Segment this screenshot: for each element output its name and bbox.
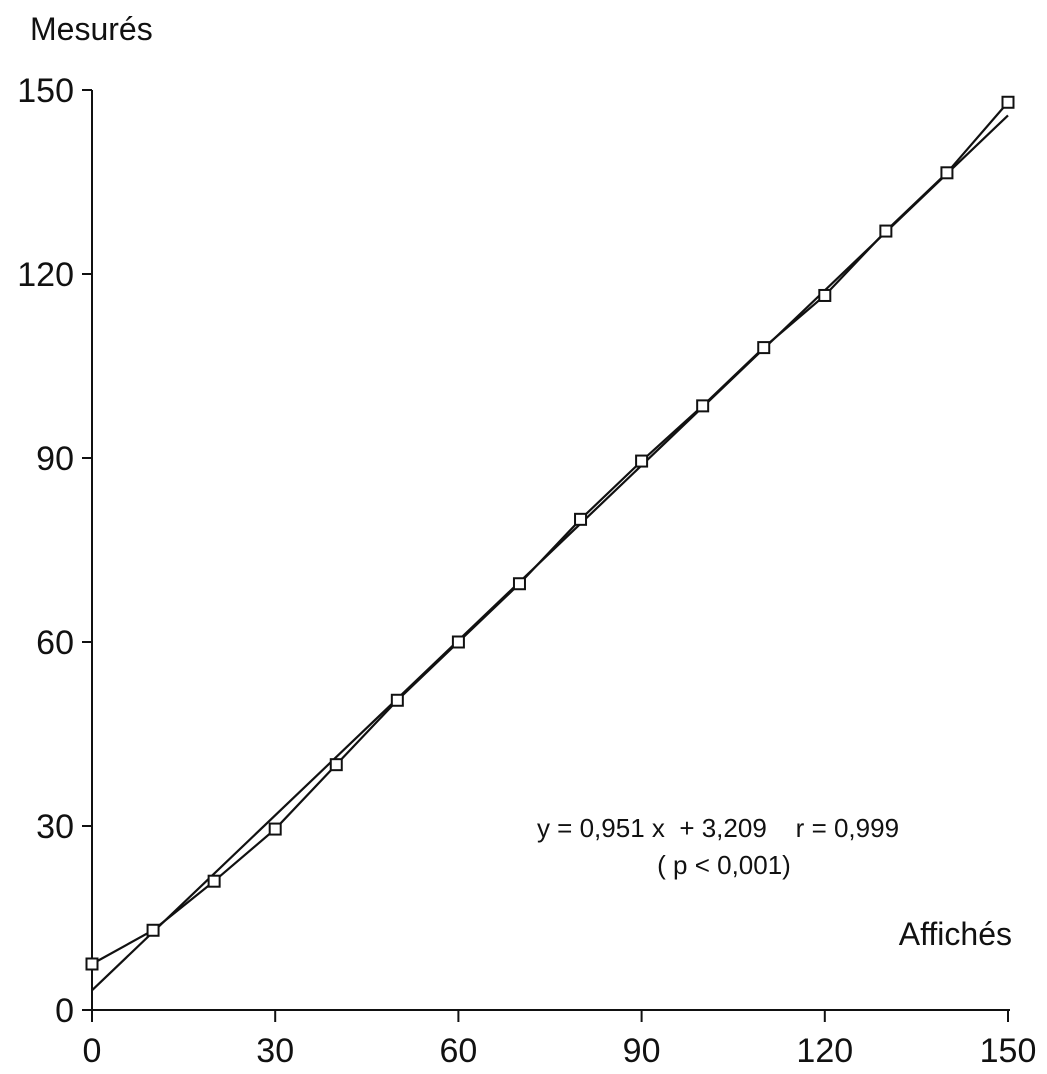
series-line bbox=[91, 101, 1009, 965]
y-tick-label: 30 bbox=[36, 808, 74, 846]
x-tick-label: 120 bbox=[796, 1032, 853, 1070]
y-axis-label: Mesurés bbox=[30, 11, 153, 47]
y-tick-label: 120 bbox=[17, 256, 74, 294]
data-point-marker bbox=[818, 288, 832, 302]
data-point-marker bbox=[85, 957, 99, 971]
data-point-marker bbox=[940, 166, 954, 180]
data-point-marker bbox=[207, 874, 221, 888]
data-point-marker bbox=[1001, 95, 1015, 109]
data-point-marker bbox=[268, 822, 282, 836]
data-point-marker bbox=[146, 923, 160, 937]
data-point-marker bbox=[329, 758, 343, 772]
y-tick-label: 150 bbox=[17, 72, 74, 110]
data-point-marker bbox=[635, 454, 649, 468]
data-point-marker bbox=[574, 512, 588, 526]
x-tick-label: 30 bbox=[256, 1032, 294, 1070]
y-tick-label: 90 bbox=[36, 440, 74, 478]
x-tick-label: 150 bbox=[980, 1032, 1037, 1070]
x-tick-label: 0 bbox=[83, 1032, 102, 1070]
regression-equation: y = 0,951 x + 3,209 r = 0,999 bbox=[537, 813, 899, 843]
x-tick-label: 60 bbox=[439, 1032, 477, 1070]
data-point-marker bbox=[879, 224, 893, 238]
data-point-marker bbox=[390, 693, 404, 707]
y-tick-label: 0 bbox=[55, 992, 74, 1030]
data-point-marker bbox=[451, 635, 465, 649]
y-ticks: 0 30 60 90 120 150 bbox=[17, 72, 92, 1030]
x-tick-label: 90 bbox=[623, 1032, 661, 1070]
data-point-marker bbox=[696, 399, 710, 413]
x-ticks: 0 30 60 90 120 150 bbox=[83, 1010, 1037, 1070]
regression-p-value: ( p < 0,001) bbox=[657, 850, 791, 880]
y-tick-label: 60 bbox=[36, 624, 74, 662]
x-axis-label: Affichés bbox=[899, 916, 1012, 952]
data-point-marker bbox=[757, 341, 771, 355]
series-markers bbox=[85, 95, 1015, 971]
data-point-marker bbox=[512, 577, 526, 591]
